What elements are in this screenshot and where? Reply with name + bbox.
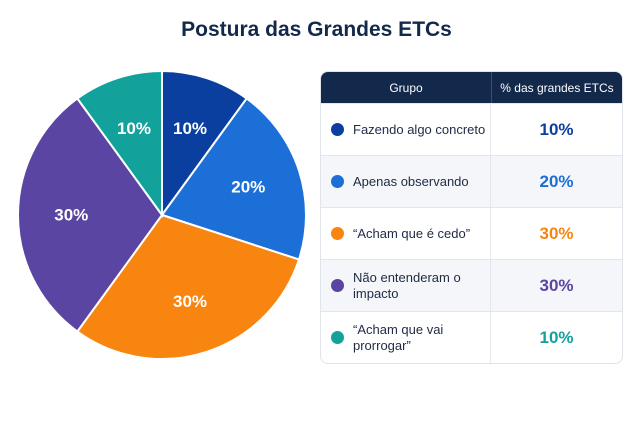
group-label: “Acham que é cedo” — [353, 225, 471, 241]
pie-chart: 10% 20% 30% 30% 10% — [17, 69, 307, 360]
percent-cell: 10% — [539, 327, 574, 347]
group-label: “Ach​am que vai prorrogar” — [353, 321, 444, 353]
table-body: Fazendo algo concreto 10% Apenas observand… — [321, 103, 622, 363]
pie-slice-2 — [160, 97, 307, 261]
legend-swatch — [331, 279, 344, 292]
pie-slice-labels: 10% 20% 30% 30% 10% — [54, 119, 265, 311]
table-header: Grupo % das grandes ETCs — [321, 72, 622, 103]
table-row: “Acham que é cedo” 30% — [321, 207, 622, 259]
percent-cell: 30% — [539, 275, 574, 295]
slice-label-2: 20% — [231, 177, 265, 196]
table-row: Apenas observando 20% — [321, 155, 622, 207]
pie-slice-4 — [17, 97, 164, 333]
table-row: “Ach​am que vai prorrogar” 10% — [321, 311, 622, 363]
group-cell: “Acham que é cedo” — [321, 208, 491, 259]
percent-cell: 20% — [539, 171, 574, 191]
slice-label-3: 30% — [173, 292, 207, 311]
group-cell: Apenas observando — [321, 156, 491, 207]
legend-swatch — [331, 227, 344, 240]
legend-table: Grupo % das grandes ETCs Fazendo algo co… — [320, 71, 623, 364]
percent-cell: 10% — [539, 119, 574, 139]
table-row: Fazendo algo concreto 10% — [321, 103, 622, 155]
legend-swatch — [331, 175, 344, 188]
pie-slice-5 — [75, 69, 163, 219]
legend-swatch — [331, 123, 344, 136]
chart-title: Postura das Grandes ETCs — [181, 18, 452, 41]
header-group: Grupo — [321, 72, 492, 103]
group-cell: Não entenderam o impacto — [321, 260, 491, 311]
slice-label-5: 10% — [117, 119, 151, 138]
percent-cell: 30% — [539, 223, 574, 243]
group-label: Apenas observando — [353, 173, 469, 189]
group-cell: Fazendo algo concreto — [321, 104, 491, 155]
pie-slices — [17, 69, 307, 360]
pie-slice-3 — [75, 213, 301, 360]
pie-slice-1 — [161, 69, 249, 219]
slice-label-1: 10% — [173, 119, 207, 138]
group-cell: “Ach​am que vai prorrogar” — [321, 312, 491, 363]
legend-swatch — [331, 331, 344, 344]
table-row: Não entenderam o impacto 30% — [321, 259, 622, 311]
group-label: Fazendo algo concreto — [353, 121, 486, 137]
header-percent: % das grandes ETCs — [500, 80, 614, 95]
group-label: Não entenderam o impacto — [353, 269, 461, 301]
slice-label-4: 30% — [54, 206, 88, 225]
